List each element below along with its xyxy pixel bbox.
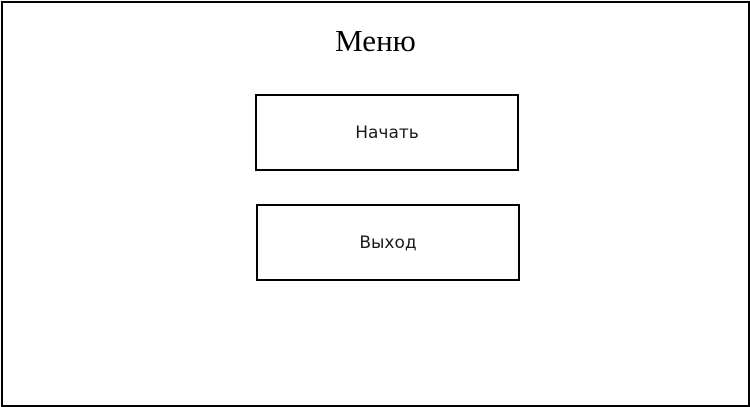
exit-button-label: Выход xyxy=(359,232,417,253)
menu-title: Меню xyxy=(335,23,416,58)
start-button-label: Начать xyxy=(355,122,419,143)
start-button[interactable]: Начать xyxy=(255,94,519,171)
exit-button[interactable]: Выход xyxy=(256,204,520,281)
